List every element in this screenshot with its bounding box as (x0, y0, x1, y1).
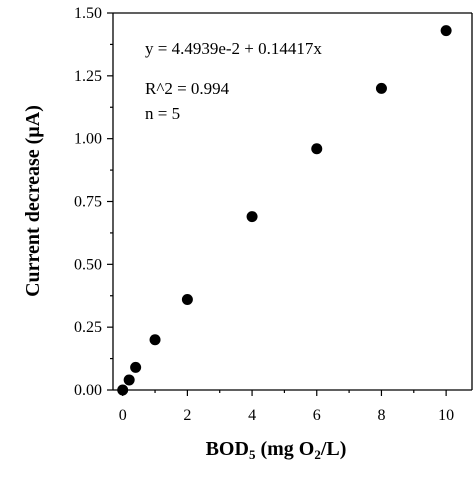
x-axis-title-unit-subscript: 2 (314, 447, 321, 462)
x-tick-label: 2 (183, 407, 191, 424)
data-point (130, 361, 142, 373)
y-tick-label: 0.50 (74, 256, 102, 273)
x-axis-title-unit-end: /L) (320, 438, 347, 460)
x-axis-title-main: BOD (206, 438, 249, 460)
x-tick-label: 8 (377, 407, 385, 424)
data-points (117, 25, 452, 396)
x-tick-label: 6 (313, 407, 321, 424)
y-tick-label: 0.25 (74, 319, 102, 336)
y-tick-label: 0.75 (74, 194, 102, 211)
r-squared-label: R^2 = 0.994 (145, 79, 230, 98)
plot-frame (112, 12, 473, 391)
data-point (440, 25, 452, 37)
data-point (123, 374, 135, 386)
y-tick-label: 1.00 (74, 131, 102, 148)
x-tick-label: 4 (248, 407, 256, 424)
data-point (117, 384, 129, 396)
regression-equation: y = 4.4939e-2 + 0.14417x (145, 39, 322, 58)
sample-size-label: n = 5 (145, 104, 180, 123)
y-axis-ticks: 0.00 0.25 0.50 0.75 1.00 1.25 1.50 (74, 5, 113, 399)
x-axis-title-unit: (mg O (255, 438, 314, 460)
x-axis-title-subscript: 5 (249, 447, 256, 462)
data-point (246, 211, 258, 223)
y-axis-title: Current decrease (µA) (22, 105, 44, 297)
y-tick-label: 0.00 (74, 382, 102, 399)
x-axis-title: BOD5 (mg O2/L) (206, 438, 347, 462)
y-tick-label: 1.25 (74, 68, 102, 85)
data-point (375, 82, 387, 94)
data-point (311, 143, 323, 155)
x-tick-label: 10 (438, 407, 454, 424)
x-axis-ticks: 0 2 4 6 8 10 (119, 390, 454, 424)
data-point (149, 334, 161, 346)
data-point (181, 294, 193, 306)
x-tick-label: 0 (119, 407, 127, 424)
y-tick-label: 1.50 (74, 5, 102, 22)
